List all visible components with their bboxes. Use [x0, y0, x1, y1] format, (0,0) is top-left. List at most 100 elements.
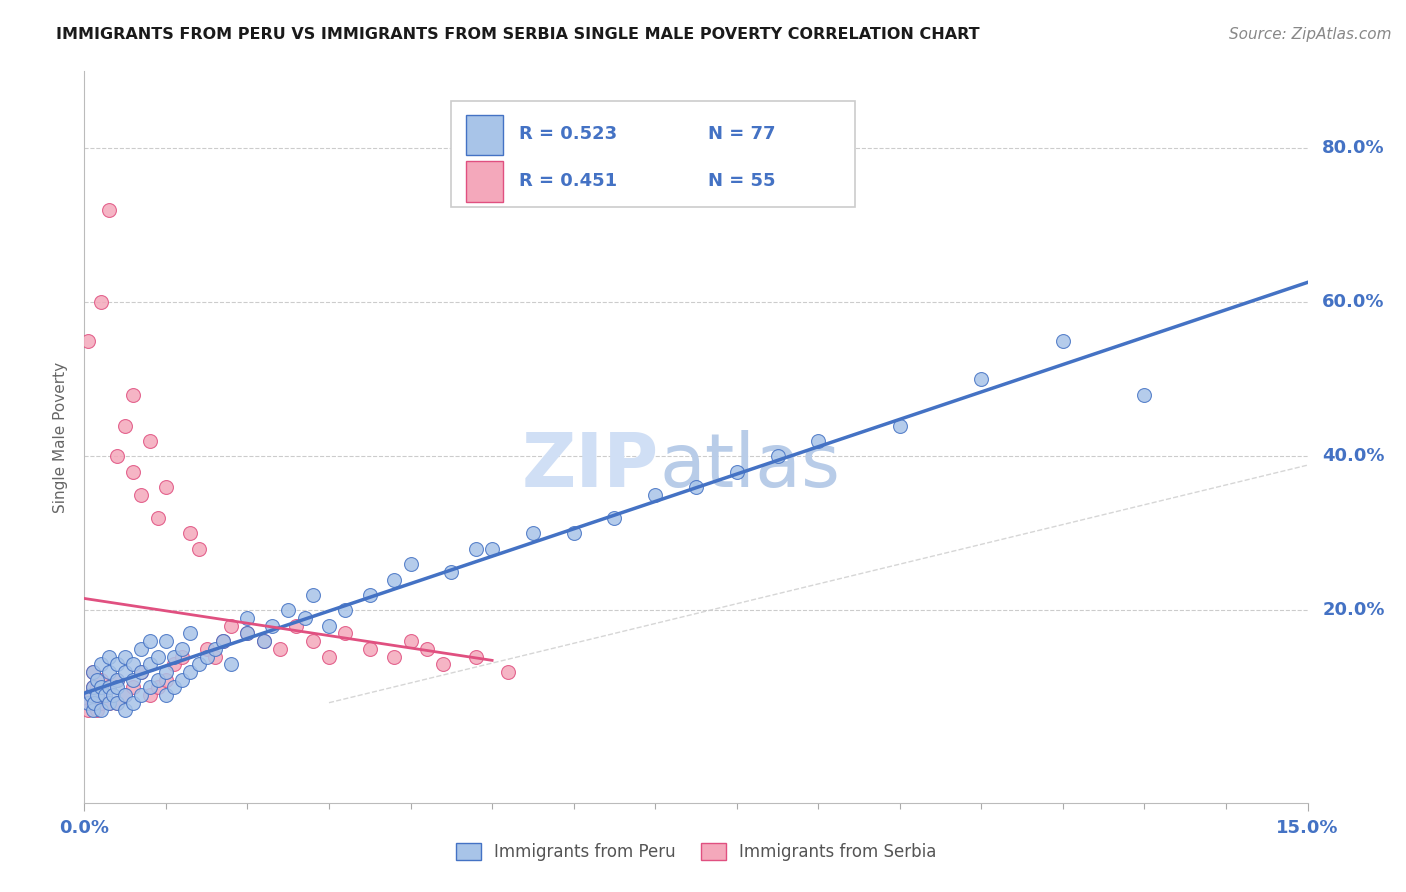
- Point: [97, 649, 120, 664]
- Point: [179, 626, 201, 640]
- Point: [82, 665, 104, 679]
- Point: [318, 649, 340, 664]
- Point: [399, 557, 422, 571]
- Point: [260, 618, 283, 632]
- FancyBboxPatch shape: [465, 115, 503, 155]
- Point: [179, 526, 201, 541]
- Point: [1052, 334, 1074, 348]
- Point: [105, 696, 128, 710]
- Point: [90, 673, 112, 687]
- Point: [269, 641, 291, 656]
- Point: [294, 611, 316, 625]
- Point: [285, 618, 308, 632]
- Text: Source: ZipAtlas.com: Source: ZipAtlas.com: [1229, 27, 1392, 42]
- Y-axis label: Single Male Poverty: Single Male Poverty: [53, 361, 69, 513]
- Point: [77, 696, 100, 710]
- Point: [195, 649, 218, 664]
- Point: [82, 696, 104, 710]
- Text: ZIP: ZIP: [522, 430, 659, 503]
- Point: [416, 641, 439, 656]
- Point: [105, 673, 128, 687]
- FancyBboxPatch shape: [465, 161, 503, 202]
- Point: [204, 649, 226, 664]
- Point: [76, 696, 98, 710]
- Point: [187, 657, 209, 672]
- Point: [114, 688, 136, 702]
- Point: [195, 641, 218, 656]
- Point: [122, 696, 145, 710]
- Point: [163, 657, 186, 672]
- Point: [440, 565, 463, 579]
- Text: 20.0%: 20.0%: [1322, 601, 1385, 619]
- Text: N = 77: N = 77: [709, 125, 776, 143]
- Point: [97, 696, 120, 710]
- Point: [219, 618, 242, 632]
- Point: [603, 511, 626, 525]
- Point: [432, 657, 454, 672]
- Point: [970, 372, 993, 386]
- Point: [212, 634, 235, 648]
- Point: [138, 634, 160, 648]
- Point: [155, 673, 177, 687]
- Point: [204, 641, 226, 656]
- Point: [105, 696, 128, 710]
- Point: [318, 618, 340, 632]
- Text: 80.0%: 80.0%: [1322, 139, 1385, 157]
- Point: [138, 681, 160, 695]
- Point: [82, 681, 104, 695]
- Point: [105, 450, 128, 464]
- Point: [172, 673, 194, 687]
- Legend: Immigrants from Peru, Immigrants from Serbia: Immigrants from Peru, Immigrants from Se…: [449, 836, 943, 868]
- Point: [155, 665, 177, 679]
- Point: [172, 649, 194, 664]
- Point: [131, 665, 153, 679]
- Point: [335, 603, 357, 617]
- Point: [82, 681, 104, 695]
- Point: [253, 634, 276, 648]
- Point: [212, 634, 235, 648]
- Text: R = 0.523: R = 0.523: [519, 125, 617, 143]
- Point: [253, 634, 276, 648]
- Point: [163, 649, 186, 664]
- Point: [97, 665, 120, 679]
- Text: 60.0%: 60.0%: [1322, 293, 1385, 311]
- Point: [277, 603, 299, 617]
- Point: [122, 388, 145, 402]
- Point: [86, 673, 108, 687]
- Point: [172, 641, 194, 656]
- Point: [131, 488, 153, 502]
- Point: [146, 511, 169, 525]
- Point: [105, 681, 128, 695]
- Point: [359, 641, 381, 656]
- Point: [122, 673, 145, 687]
- Point: [236, 626, 259, 640]
- Point: [155, 480, 177, 494]
- Text: N = 55: N = 55: [709, 172, 776, 190]
- Point: [562, 526, 585, 541]
- Point: [122, 681, 145, 695]
- Point: [464, 541, 486, 556]
- Point: [97, 696, 120, 710]
- Point: [155, 634, 177, 648]
- Point: [77, 334, 100, 348]
- Point: [86, 681, 108, 695]
- Point: [93, 688, 115, 702]
- Point: [86, 688, 108, 702]
- Point: [481, 541, 503, 556]
- Point: [236, 626, 259, 640]
- Point: [82, 665, 104, 679]
- Point: [889, 418, 911, 433]
- Point: [93, 688, 115, 702]
- Point: [83, 696, 105, 710]
- Point: [90, 295, 112, 310]
- Point: [382, 573, 405, 587]
- Text: R = 0.451: R = 0.451: [519, 172, 617, 190]
- Point: [1133, 388, 1156, 402]
- Point: [335, 626, 357, 640]
- Point: [80, 688, 103, 702]
- Point: [644, 488, 666, 502]
- Point: [359, 588, 381, 602]
- Point: [114, 649, 136, 664]
- Point: [146, 681, 169, 695]
- Text: 40.0%: 40.0%: [1322, 447, 1385, 466]
